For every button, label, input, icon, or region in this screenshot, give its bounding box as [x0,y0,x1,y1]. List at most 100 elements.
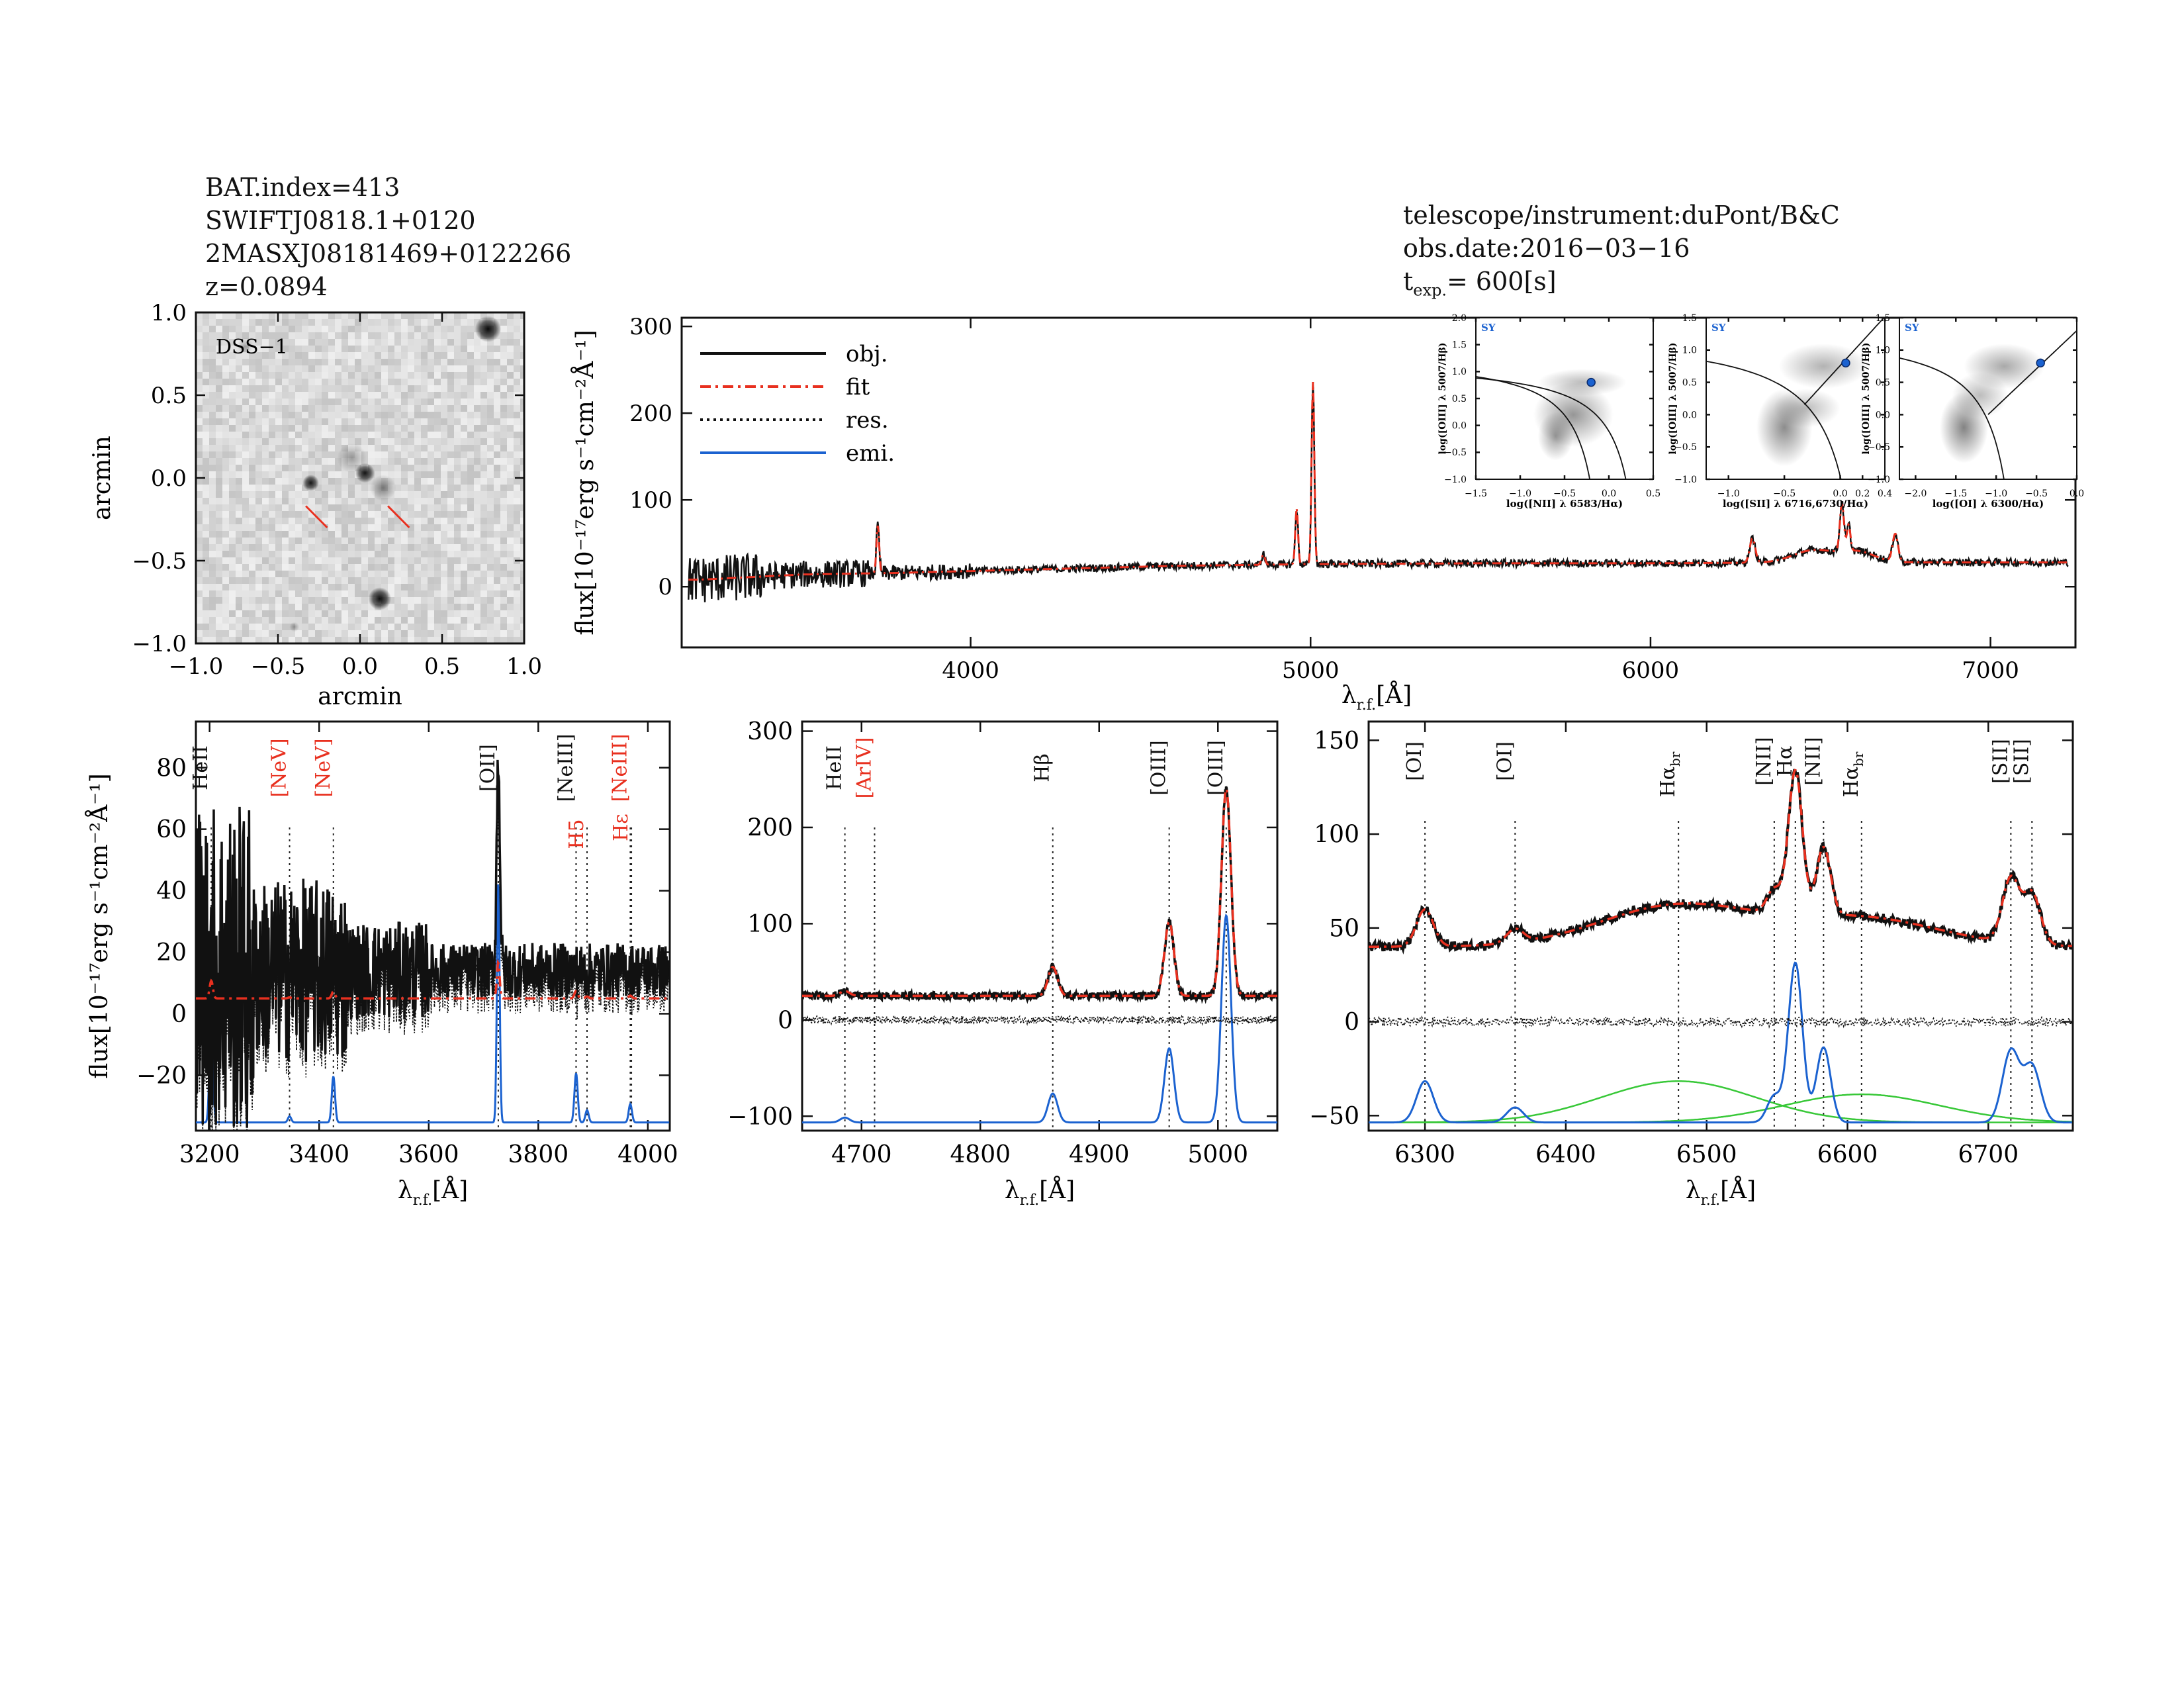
noise-pixel [222,538,229,544]
noise-pixel [269,518,275,524]
noise-pixel [461,498,467,504]
noise-pixel [196,332,203,339]
noise-pixel [434,418,441,425]
noise-pixel [467,326,474,332]
noise-pixel [480,604,487,610]
axes-frame [1899,317,2077,480]
noise-pixel [295,617,302,624]
noise-pixel [315,630,322,637]
noise-pixel [196,604,203,610]
noise-pixel [355,511,361,518]
noise-pixel [507,564,514,571]
noise-pixel [262,451,269,458]
noise-pixel [408,478,414,485]
noise-pixel [381,365,388,372]
noise-pixel [236,610,242,617]
noise-pixel [361,312,368,319]
noise-pixel [328,511,335,518]
noise-pixel [216,418,222,425]
noise-pixel [381,332,388,339]
noise-pixel [394,332,401,339]
y-tick-label: −0.5 [132,548,187,575]
noise-pixel [500,624,507,630]
noise-pixel [414,418,421,425]
noise-pixel [487,624,494,630]
noise-pixel [375,465,381,471]
noise-pixel [388,590,394,597]
axes-frame [801,720,1279,1132]
noise-pixel [401,538,408,544]
noise-pixel [408,418,414,425]
noise-pixel [216,518,222,524]
noise-pixel [434,538,441,544]
noise-pixel [308,584,315,590]
noise-pixel [381,418,388,425]
noise-pixel [196,518,203,524]
noise-pixel [236,385,242,392]
noise-pixel [454,412,461,418]
noise-pixel [487,438,494,445]
noise-pixel [328,412,335,418]
noise-pixel [322,385,328,392]
line-label: [NeV] [312,738,335,797]
noise-pixel [249,319,255,326]
noise-pixel [269,332,275,339]
noise-pixel [514,544,520,551]
noise-pixel [242,524,249,531]
noise-pixel [355,597,361,604]
noise-pixel [474,630,480,637]
noise-pixel [335,352,341,359]
noise-pixel [480,498,487,504]
noise-pixel [302,518,308,524]
noise-pixel [434,584,441,590]
noise-pixel [269,451,275,458]
noise-pixel [507,312,514,319]
noise-pixel [308,365,315,372]
noise-pixel [282,418,289,425]
noise-pixel [289,372,295,379]
noise-pixel [322,445,328,451]
noise-pixel [328,326,335,332]
noise-pixel [428,412,434,418]
noise-pixel [494,637,500,643]
noise-pixel [428,478,434,485]
noise-pixel [355,412,361,418]
noise-pixel [361,571,368,577]
noise-pixel [500,405,507,412]
noise-pixel [348,365,355,372]
noise-pixel [487,518,494,524]
noise-pixel [289,571,295,577]
noise-pixel [308,577,315,584]
noise-pixel [348,385,355,392]
noise-pixel [414,365,421,372]
noise-pixel [414,379,421,385]
noise-pixel [408,339,414,346]
noise-pixel [520,471,524,478]
noise-pixel [262,346,269,352]
noise-pixel [408,577,414,584]
noise-pixel [282,524,289,531]
noise-pixel [262,339,269,346]
noise-pixel [302,332,308,339]
noise-pixel [348,551,355,557]
noise-pixel [229,518,236,524]
noise-pixel [315,445,322,451]
noise-pixel [229,365,236,372]
noise-pixel [381,445,388,451]
noise-pixel [196,365,203,372]
noise-pixel [203,312,209,319]
noise-pixel [262,524,269,531]
noise-pixel [335,610,341,617]
noise-pixel [203,551,209,557]
noise-pixel [196,372,203,379]
noise-pixel [348,624,355,630]
noise-pixel [275,445,282,451]
noise-pixel [414,471,421,478]
noise-pixel [414,571,421,577]
noise-pixel [447,617,454,624]
noise-pixel [461,491,467,498]
noise-pixel [249,405,255,412]
noise-pixel [421,372,428,379]
y-tick-label: 200 [747,815,793,842]
noise-pixel [408,531,414,538]
